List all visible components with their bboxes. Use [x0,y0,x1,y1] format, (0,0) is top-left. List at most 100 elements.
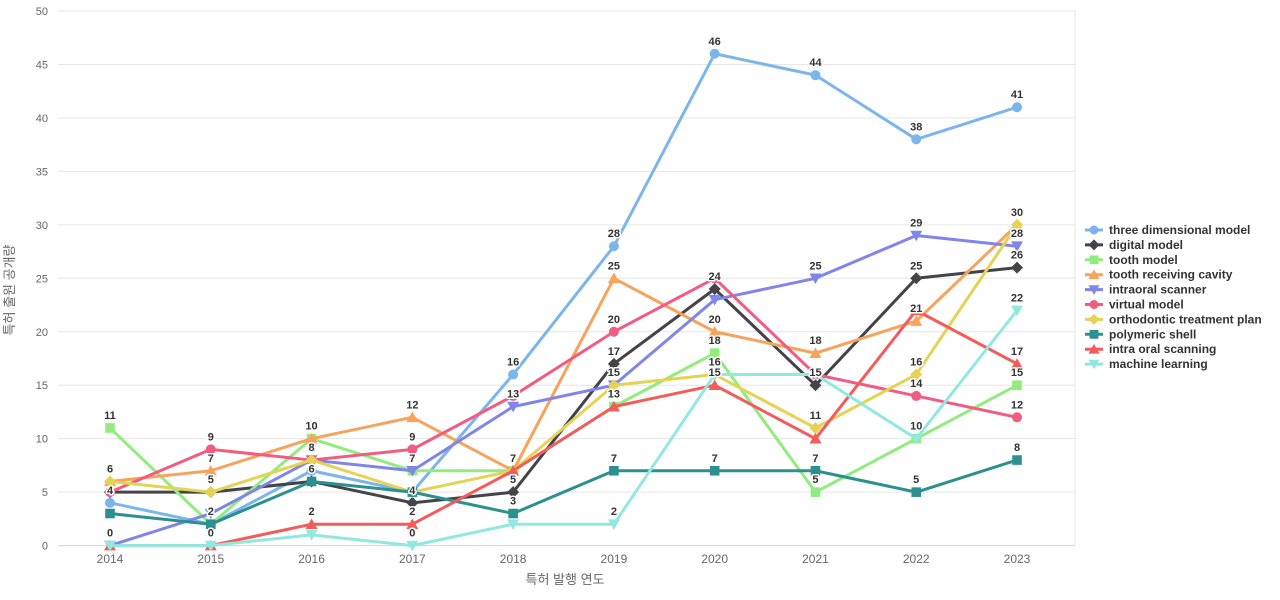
y-tick-label: 40 [36,113,48,125]
data-point-orthodontic-treatment-plan-2019 [607,379,620,392]
point-label: 15 [809,367,821,379]
x-tick-label: 2021 [802,552,829,566]
data-point-orthodontic-treatment-plan-2016 [305,454,318,467]
data-point-three-dimensional-model-2019 [608,241,619,252]
point-label: 5 [913,474,919,486]
point-label: 12 [1011,399,1023,411]
data-point-tooth-receiving-cavity-2019 [607,272,620,284]
point-label: 9 [208,431,214,443]
legend-label-three-dimensional-model: three dimensional model [1109,223,1250,237]
point-label: 38 [910,121,922,133]
legend-item-digital-model[interactable]: digital model [1085,238,1183,252]
legend-item-polymeric-shell[interactable]: polymeric shell [1085,327,1196,341]
legend-item-orthodontic-treatment-plan[interactable]: orthodontic treatment plan [1085,312,1262,326]
point-label: 5 [510,474,516,486]
series-three-dimensional-model [105,48,1023,530]
data-point-intra-oral-scanning-2016 [305,518,318,530]
y-tick-label: 25 [36,273,48,285]
legend-marker-orthodontic-treatment-plan-icon [1088,313,1100,325]
data-point-intra-oral-scanning-2022 [910,304,923,316]
point-label: 20 [608,314,620,326]
series-line-three-dimensional-model [108,52,1019,526]
legend-item-three-dimensional-model[interactable]: three dimensional model [1085,223,1250,237]
point-label: 13 [608,389,620,401]
series-machine-learning [104,305,1024,552]
point-label: 10 [910,421,922,433]
data-point-machine-learning-2021 [809,369,822,381]
data-point-polymeric-shell-2023 [1012,455,1022,465]
point-label: 15 [709,367,721,379]
data-point-three-dimensional-model-2022 [911,134,922,145]
legend-label-tooth-receiving-cavity: tooth receiving cavity [1109,268,1233,282]
legend-item-intraoral-scanner[interactable]: intraoral scanner [1085,283,1207,297]
point-label: 5 [812,474,818,486]
point-label: 25 [809,260,821,272]
y-tick-label: 35 [36,166,48,178]
data-point-orthodontic-treatment-plan-2022 [910,368,923,381]
point-label: 16 [709,357,721,369]
series-line-orthodontic-treatment-plan [108,223,1019,494]
legend-item-intra-oral-scanning[interactable]: intra oral scanning [1085,342,1216,356]
legend-item-machine-learning[interactable]: machine learning [1085,357,1208,371]
data-point-tooth-model-2023 [1012,380,1022,391]
point-label: 0 [208,528,214,540]
point-label: 25 [608,260,620,272]
legend-label-digital-model: digital model [1109,238,1183,252]
point-label: 18 [809,335,821,347]
point-label: 30 [1011,207,1023,219]
point-label: 15 [1011,367,1023,379]
data-point-digital-model-2020 [708,282,721,295]
data-point-machine-learning-2023 [1011,305,1024,317]
grid-layer [58,10,1076,547]
legend-item-tooth-receiving-cavity[interactable]: tooth receiving cavity [1085,268,1233,282]
series-line-intraoral-scanner [108,234,1019,548]
point-label: 24 [709,271,722,283]
data-point-intraoral-scanner-2017 [406,465,419,477]
data-point-three-dimensional-model-2020 [709,48,720,59]
point-label: 46 [709,36,721,48]
x-tick-label: 2014 [97,552,124,566]
data-point-tooth-model-2020 [709,348,720,358]
point-label: 44 [809,57,822,69]
data-point-polymeric-shell-2014 [105,508,115,519]
legend-label-intra-oral-scanning: intra oral scanning [1109,342,1216,356]
data-point-virtual-model-2023 [1012,412,1023,423]
y-tick-label: 50 [36,6,48,18]
point-label: 8 [308,442,314,454]
x-axis-title: 특허 발행 연도 [526,572,605,587]
data-point-tooth-model-2021 [810,487,821,497]
data-point-tooth-receiving-cavity-2017 [406,411,419,423]
legend-item-tooth-model[interactable]: tooth model [1085,253,1178,267]
point-label: 0 [409,528,415,540]
series-line-polymeric-shell [108,458,1019,526]
data-point-polymeric-shell-2021 [810,465,821,476]
point-label: 2 [611,506,617,518]
data-point-machine-learning-2015 [204,540,217,552]
point-label: 21 [910,303,922,315]
data-point-virtual-model-2019 [608,326,619,337]
point-label: 6 [308,463,314,475]
point-label: 15 [608,367,620,379]
series-tooth-receiving-cavity [104,219,1024,487]
legend-marker-polymeric-shell-icon [1089,329,1099,339]
data-point-orthodontic-treatment-plan-2023 [1011,218,1024,231]
legend-marker-tooth-receiving-cavity-icon [1088,269,1100,280]
data-point-polymeric-shell-2019 [609,465,619,476]
point-label: 14 [910,378,923,390]
legend-label-intraoral-scanner: intraoral scanner [1109,283,1207,297]
point-label: 4 [409,485,416,497]
x-tick-label: 2022 [903,552,930,566]
point-label: 13 [507,389,519,401]
point-label: 26 [1011,250,1023,262]
legend-label-machine-learning: machine learning [1109,357,1208,371]
y-axis-title: 특허 출원 공개량 [2,244,17,335]
point-label: 11 [104,410,116,422]
data-point-orthodontic-treatment-plan-2015 [204,486,217,499]
data-point-digital-model-2019 [607,357,620,370]
point-label: 25 [910,260,922,272]
data-point-machine-learning-2018 [507,519,520,530]
series-line-intra-oral-scanning [108,308,1019,548]
legend-item-virtual-model[interactable]: virtual model [1085,298,1184,312]
